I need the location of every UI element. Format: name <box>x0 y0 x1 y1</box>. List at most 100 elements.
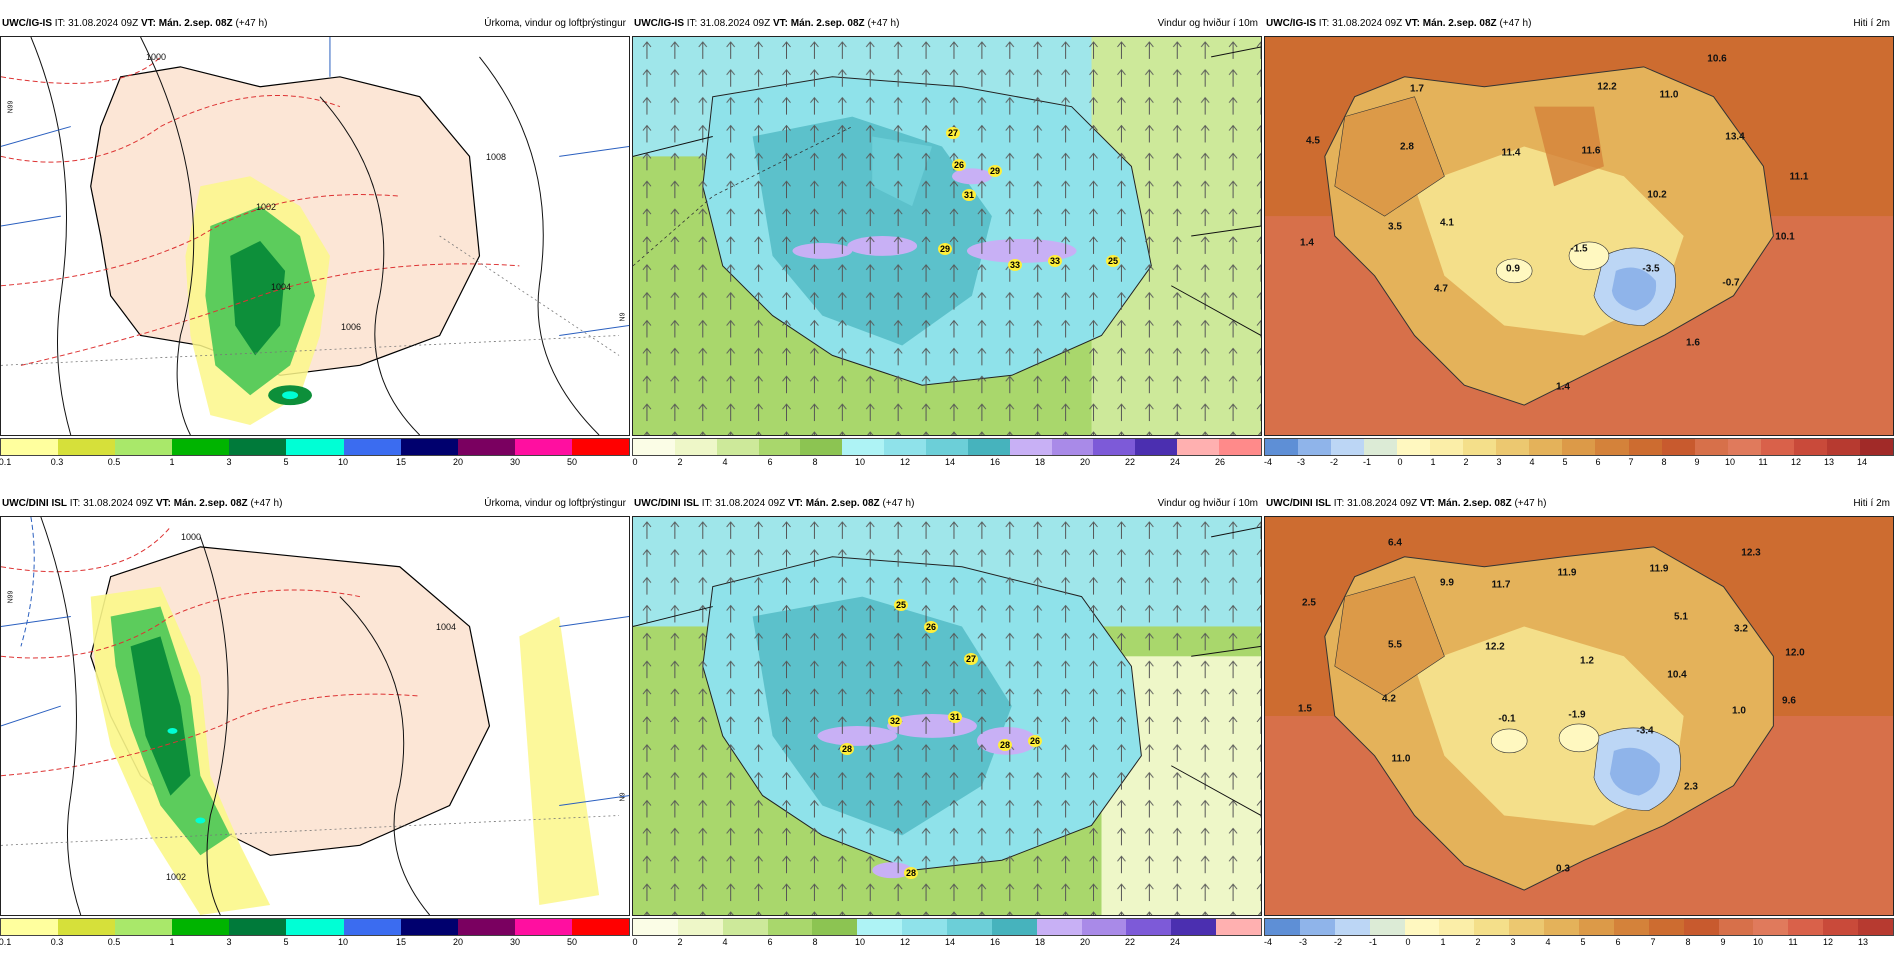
temp-label: 11.9 <box>1649 563 1669 575</box>
cbar-swatch <box>115 919 173 935</box>
cbar-swatch <box>633 439 675 455</box>
pressure-contour-label: 1000 <box>145 52 167 62</box>
model-name: UWC/DINI ISL <box>634 498 699 509</box>
cbar-swatch <box>1397 439 1431 455</box>
cbar-swatch <box>1579 919 1614 935</box>
temp-label: 1.6 <box>1686 337 1700 349</box>
cbar-swatch <box>1331 439 1365 455</box>
cbar-swatch <box>1265 919 1300 935</box>
cbar-swatch <box>1544 919 1580 935</box>
colorbar-ticks: 0 2 4 6 8 10 12 14 16 18 20 22 24 <box>632 937 1181 947</box>
colorbar-ticks: 0 2 4 6 8 10 12 14 16 18 20 22 24 26 <box>632 457 1226 467</box>
map-temp[interactable]: 10.6 1.7 12.2 11.0 4.5 2.8 11.4 11.6 13.… <box>1264 36 1894 436</box>
valid-time: Mán. 2.sep. 08Z <box>790 18 865 29</box>
cbar-swatch <box>571 919 630 935</box>
temp-label: 11.9 <box>1557 567 1577 579</box>
cbar-swatch <box>1430 439 1464 455</box>
temp-label: 1.7 <box>1410 83 1424 95</box>
gust-label: 32 <box>887 715 903 727</box>
colorbar <box>1264 438 1894 456</box>
cbar-swatch <box>1727 439 1761 455</box>
map-temp[interactable]: 6.4 12.3 9.9 11.9 11.9 11.7 2.5 5.1 3.2 … <box>1264 516 1894 916</box>
gust-label: 31 <box>961 189 977 201</box>
map-wind[interactable]: 25 26 27 32 31 28 26 28 28 <box>632 516 1262 916</box>
temp-label: 10.6 <box>1707 53 1727 65</box>
cbar-swatch <box>967 439 1010 455</box>
model-name: UWC/IG-IS <box>634 18 684 29</box>
temp-label: 6.4 <box>1388 537 1402 549</box>
gust-label: 33 <box>1047 255 1063 267</box>
cbar-swatch <box>857 919 903 935</box>
temp-label: 10.1 <box>1775 231 1795 243</box>
cbar-swatch <box>400 919 458 935</box>
temp-label: 12.2 <box>1485 641 1505 653</box>
temp-label: 10.4 <box>1667 669 1687 681</box>
temp-label: 5.1 <box>1674 611 1688 623</box>
cbar-swatch <box>1364 439 1398 455</box>
cbar-swatch <box>800 439 843 455</box>
cbar-swatch <box>1135 439 1178 455</box>
cbar-swatch <box>1216 919 1262 935</box>
cbar-swatch <box>1823 919 1859 935</box>
panel-header: UWC/DINI ISL IT: 31.08.2024 09Z VT: Mán.… <box>1264 494 1894 514</box>
pressure-contour-label: 1004 <box>435 622 457 632</box>
cbar-swatch <box>1858 919 1894 935</box>
gust-label: 25 <box>893 599 909 611</box>
cbar-swatch <box>1760 439 1794 455</box>
cbar-swatch <box>947 919 992 935</box>
panel-dini-precip: UWC/DINI ISL IT: 31.08.2024 09Z VT: Mán.… <box>0 494 630 964</box>
pressure-contour-label: 1000 <box>180 532 202 542</box>
temp-label: 1.0 <box>1732 705 1746 717</box>
map-precip[interactable]: N99 N9 1000 1004 1002 <box>0 516 630 916</box>
lead-time: (+47 h) <box>1514 498 1547 509</box>
param-title: Úrkoma, vindur og loftþrýstingur <box>484 498 626 509</box>
cbar-swatch <box>1036 919 1082 935</box>
pressure-contour-label: 1002 <box>165 872 187 882</box>
param-title: Hiti í 2m <box>1853 498 1890 509</box>
cbar-swatch <box>343 919 401 935</box>
cbar-swatch <box>1 439 59 455</box>
gust-label: 28 <box>903 867 919 879</box>
cbar-swatch <box>767 919 813 935</box>
cbar-swatch <box>722 919 768 935</box>
gust-label: 26 <box>951 159 967 171</box>
pressure-contour-label: 1008 <box>485 152 507 162</box>
cbar-swatch <box>1788 919 1824 935</box>
valid-time: Mán. 2.sep. 08Z <box>805 498 880 509</box>
temp-label: 12.0 <box>1785 647 1805 659</box>
panel-header: UWC/DINI ISL IT: 31.08.2024 09Z VT: Mán.… <box>632 494 1262 514</box>
cbar-swatch <box>58 439 116 455</box>
gust-label: 33 <box>1007 259 1023 271</box>
temp-label: 0.9 <box>1506 263 1520 275</box>
temp-label: 4.1 <box>1440 217 1454 229</box>
cbar-swatch <box>842 439 885 455</box>
cbar-swatch <box>229 439 287 455</box>
cbar-swatch <box>1081 919 1127 935</box>
cbar-swatch <box>1439 919 1475 935</box>
init-time: 31.08.2024 09Z <box>1347 498 1418 509</box>
map-wind[interactable]: 27 26 29 31 29 33 33 25 <box>632 36 1262 436</box>
cbar-swatch <box>902 919 948 935</box>
cbar-swatch <box>172 919 230 935</box>
cbar-swatch <box>926 439 968 455</box>
valid-time: Mán. 2.sep. 08Z <box>173 498 248 509</box>
cbar-swatch <box>633 919 678 935</box>
pressure-contour-label: 1004 <box>270 282 292 292</box>
temp-label: 9.9 <box>1440 577 1454 589</box>
cbar-swatch <box>1219 439 1261 455</box>
temp-label: 11.6 <box>1581 145 1601 157</box>
temp-label: 2.3 <box>1684 781 1698 793</box>
gust-label: 25 <box>1105 255 1121 267</box>
colorbar-ticks: -4 -3 -2 -1 0 1 2 3 4 5 6 7 8 9 10 11 12… <box>1263 457 1868 467</box>
map-precip[interactable]: N99 N9 1000 1002 1004 1006 1008 <box>0 36 630 436</box>
cbar-swatch <box>1613 919 1649 935</box>
temp-label: 11.4 <box>1501 147 1521 159</box>
temp-label: 12.3 <box>1741 547 1761 559</box>
panel-header: UWC/IG-IS IT: 31.08.2024 09Z VT: Mán. 2.… <box>0 14 630 34</box>
grid-label: N9 <box>619 312 627 322</box>
valid-time: Mán. 2.sep. 08Z <box>1422 18 1497 29</box>
temp-label: 5.5 <box>1388 639 1402 651</box>
cbar-swatch <box>58 919 116 935</box>
temp-label: 11.0 <box>1391 753 1411 765</box>
panel-header: UWC/IG-IS IT: 31.08.2024 09Z VT: Mán. 2.… <box>1264 14 1894 34</box>
